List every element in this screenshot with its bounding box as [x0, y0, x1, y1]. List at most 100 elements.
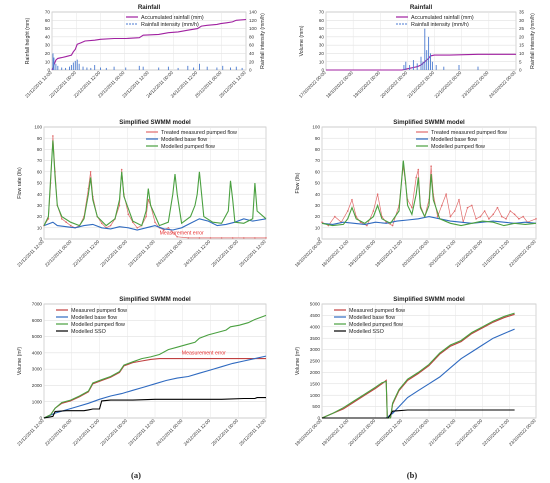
data-point: [118, 204, 121, 207]
y2-tick-label: 100: [249, 26, 257, 31]
data-point: [391, 224, 394, 227]
data-point: [458, 199, 460, 201]
data-point: [65, 221, 67, 223]
y-tick-label: 60: [45, 18, 51, 23]
y2-tick-label: 80: [249, 34, 255, 39]
legend-entry: Modelled SSO: [349, 329, 384, 335]
y2-tick-label: 0: [249, 68, 252, 73]
data-point: [89, 171, 92, 173]
legend-entry: Modelled base flow: [431, 137, 477, 143]
y-tick-label: 70: [45, 10, 51, 15]
series-line: [43, 218, 267, 231]
legend-entry: Modelled pumped flow: [71, 322, 125, 328]
chart-title: Rainfall: [138, 4, 161, 11]
y2-tick-label: 30: [519, 18, 525, 23]
data-point: [471, 204, 473, 207]
y2-tick-label: 120: [249, 18, 257, 23]
legend-entry: Modelled SSO: [71, 329, 106, 335]
legend-entry: Accumulated rainfall (mm): [141, 15, 204, 21]
data-point: [505, 218, 507, 220]
y-tick-label: 50: [37, 181, 43, 186]
y-tick-label: 30: [37, 203, 43, 208]
y-tick-label: 30: [45, 43, 51, 48]
data-point: [513, 213, 516, 216]
panel-label-b: (b): [407, 470, 418, 480]
y-tick-label: 10: [319, 59, 325, 64]
y-tick-label: 60: [315, 169, 321, 174]
data-point: [372, 210, 375, 212]
legend-entry: Measured pumped flow: [71, 308, 127, 314]
data-point: [265, 237, 267, 239]
data-point: [483, 210, 486, 212]
data-point: [475, 218, 477, 220]
data-point: [145, 215, 147, 218]
y-tick-label: 50: [315, 181, 321, 186]
data-point: [466, 206, 469, 209]
y2-tick-label: 15: [519, 43, 525, 48]
data-point: [109, 224, 112, 227]
y-tick-label: 0: [317, 416, 320, 421]
data-point: [100, 222, 103, 225]
data-point: [496, 206, 499, 209]
data-point: [479, 215, 482, 218]
y2-tick-label: 5: [519, 59, 522, 64]
series-line: [321, 160, 537, 227]
y-tick-label: 7000: [32, 302, 43, 307]
data-point: [231, 237, 234, 239]
y-tick-label: 0: [321, 68, 324, 73]
data-point: [147, 199, 150, 201]
y-tick-label: 0: [39, 416, 42, 421]
y-tick-label: 0: [47, 68, 50, 73]
legend-entry: Modelled pumped flow: [349, 322, 403, 328]
series-line: [43, 355, 267, 419]
y-tick-label: 1000: [310, 393, 321, 398]
data-point: [243, 237, 245, 239]
y-tick-label: 70: [37, 158, 43, 163]
y-tick-label: 10: [45, 59, 51, 64]
y2-tick-label: 35: [519, 10, 525, 15]
y2-tick-label: 25: [519, 26, 525, 31]
legend-entry: Treated measured pumped flow: [431, 130, 507, 136]
y-tick-label: 20: [45, 51, 51, 56]
y-tick-label: 1000: [32, 399, 43, 404]
y-tick-label: 40: [45, 34, 51, 39]
annotation: Measurement error: [182, 350, 226, 356]
data-point: [334, 215, 336, 218]
data-point: [351, 199, 353, 201]
y-tick-label: 5000: [32, 334, 43, 339]
y2-tick-label: 20: [519, 34, 525, 39]
y-tick-label: 6000: [32, 318, 43, 323]
series-line: [43, 140, 267, 227]
chart-title: Simplified SWMM model: [393, 119, 465, 126]
y-tick-label: 80: [315, 147, 321, 152]
legend-entry: Modelled base flow: [161, 137, 207, 143]
data-point: [254, 237, 256, 239]
data-point: [376, 193, 379, 195]
legend-entry: Modelled base flow: [71, 315, 117, 321]
series-line: [51, 18, 247, 71]
y-tick-label: 70: [319, 10, 325, 15]
y2-tick-label: 60: [249, 43, 255, 48]
data-point: [220, 237, 223, 239]
y2-tick-label: 140: [249, 10, 257, 15]
y-tick-label: 50: [45, 26, 51, 31]
y-axis-label: Flow rate (l/s): [17, 167, 23, 199]
y-tick-label: 90: [37, 136, 43, 141]
y-tick-label: 2000: [310, 370, 321, 375]
y-tick-label: 30: [315, 203, 321, 208]
y2-tick-label: 0: [519, 68, 522, 73]
data-point: [449, 215, 452, 218]
chart-title: Simplified SWMM model: [393, 296, 465, 303]
y2-tick-label: 20: [249, 59, 255, 64]
y-tick-label: 20: [37, 214, 43, 219]
y-tick-label: 2500: [310, 359, 321, 364]
data-point: [411, 206, 413, 209]
data-point: [417, 168, 420, 171]
data-point: [441, 204, 443, 207]
legend-entry: Rainfall intensity (mm/h): [411, 22, 469, 28]
data-point: [171, 231, 174, 234]
y-axis-label: Flow (l/s): [295, 172, 301, 193]
y-tick-label: 60: [319, 18, 325, 23]
y2-tick-label: 40: [249, 51, 255, 56]
series-line: [321, 216, 537, 225]
